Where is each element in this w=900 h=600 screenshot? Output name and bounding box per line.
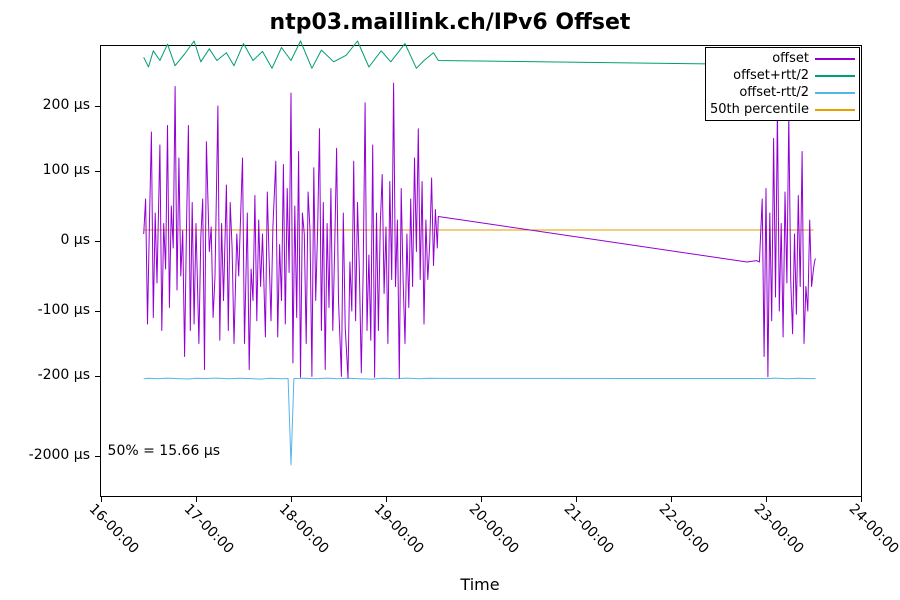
legend-row: offset+rtt/2 <box>710 67 855 84</box>
x-tick-mark <box>766 496 767 502</box>
x-tick-label: 19-00:00 <box>371 501 427 557</box>
x-tick-mark <box>576 496 577 502</box>
y-tick-mark <box>95 456 101 457</box>
series-offset <box>144 83 816 378</box>
plot-wrap: 200 µs100 µs0 µs-100 µs-200 µs-2000 µs o… <box>100 45 860 495</box>
x-tick-label: 16-00:00 <box>86 501 142 557</box>
y-tick-label: -200 µs <box>0 367 90 383</box>
legend-label: offset <box>772 51 815 66</box>
y-tick-mark <box>95 241 101 242</box>
series-offset-minus-rtt2 <box>144 378 816 465</box>
x-tick-label: 23-00:00 <box>751 501 807 557</box>
legend-swatch <box>815 75 855 77</box>
x-tick-mark <box>861 496 862 502</box>
x-tick-label: 17-00:00 <box>181 501 237 557</box>
y-tick-mark <box>95 171 101 172</box>
y-tick-mark <box>95 376 101 377</box>
legend-row: offset-rtt/2 <box>710 84 855 101</box>
y-tick-mark <box>95 311 101 312</box>
y-tick-label: 0 µs <box>0 232 90 248</box>
x-tick-label: 21-00:00 <box>561 501 617 557</box>
legend-label: offset-rtt/2 <box>739 85 815 100</box>
y-tick-label: 100 µs <box>0 162 90 178</box>
x-tick-mark <box>101 496 102 502</box>
legend: offset offset+rtt/2 offset-rtt/2 50th perce… <box>705 47 860 121</box>
x-tick-mark <box>386 496 387 502</box>
legend-swatch <box>815 92 855 94</box>
x-tick-mark <box>671 496 672 502</box>
x-tick-label: 18-00:00 <box>276 501 332 557</box>
x-tick-label: 24-00:00 <box>846 501 900 557</box>
y-tick-mark <box>95 106 101 107</box>
y-tick-label: -100 µs <box>0 302 90 318</box>
x-tick-mark <box>196 496 197 502</box>
legend-row: offset <box>710 50 855 67</box>
legend-row: 50th percentile <box>710 101 855 118</box>
x-axis-title: Time <box>100 575 860 594</box>
legend-label: 50th percentile <box>710 102 815 117</box>
x-tick-label: 20-00:00 <box>466 501 522 557</box>
x-tick-mark <box>291 496 292 502</box>
percentile-annotation: 50% = 15.66 µs <box>108 443 220 459</box>
legend-label: offset+rtt/2 <box>733 68 815 83</box>
y-tick-label: -2000 µs <box>0 447 90 463</box>
plot-area: offset offset+rtt/2 offset-rtt/2 50th perce… <box>100 45 862 497</box>
legend-swatch <box>815 58 855 60</box>
x-tick-mark <box>481 496 482 502</box>
y-tick-label: 200 µs <box>0 97 90 113</box>
legend-swatch <box>815 109 855 111</box>
chart-title: ntp03.maillink.ch/IPv6 Offset <box>0 0 900 35</box>
x-tick-label: 22-00:00 <box>656 501 712 557</box>
